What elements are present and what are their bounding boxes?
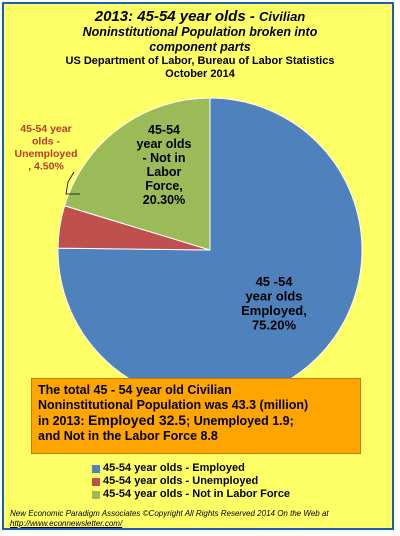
pie-chart: 45 -54 year olds Employed, 75.20%45-54 year… [14,97,363,403]
chart-header: 2013: 45-54 year olds - Civilian Noninst… [4,8,396,81]
data-label-line: - Not in [142,151,185,165]
summary-box: The total 45 - 54 year old Civilian Noni… [31,378,361,454]
data-label-line: 75.20% [252,318,297,333]
data-label-line: Unemployed [14,148,77,160]
footer-copyright: New Economic Paradigm Associates ©Copyri… [10,509,329,518]
pie-slice-45-54-year-olds-not-in-labor-force [63,97,211,251]
data-label-line: year olds [245,289,302,304]
chart-title: 2013: 45-54 year olds - Civilian [4,8,396,25]
data-label-line: 20.30% [143,193,185,207]
data-label-line: Employed, [241,303,307,318]
footer-url[interactable]: http://www.econnewsletter.com/ [10,519,123,528]
legend-swatch [92,490,100,499]
data-label: 45 -54 year olds Employed, 75.20% [241,274,307,333]
summary-line-3-employed: Employed 32.5 [88,412,187,428]
title-line-2: Noninstitutional Population broken into [82,25,318,39]
title-main-small: Civilian [259,9,306,24]
summary-line-2: Noninstitutional Population was 43.3 (mi… [38,398,309,412]
summary-line-3: in 2013: Employed 32.5; Unemployed 1.9; [38,413,354,429]
source-line: US Department of Labor, Bureau of Labor … [65,55,335,67]
data-label-line: olds - [32,136,61,148]
legend-label: 45-54 year olds - Not in Labor Force [103,488,291,500]
summary-line-4: and Not in the Labor Force 8.8 [38,429,218,443]
data-label-line: Labor [147,165,182,179]
title-line-3: component parts [149,40,251,54]
legend-item: 45-54 year olds - Employed [92,462,290,475]
data-label-line: 45-54 year [20,123,71,135]
legend-swatch [92,477,100,486]
legend: 45-54 year olds - Employed 45-54 year ol… [92,462,290,501]
summary-line-1: The total 45 - 54 year old Civilian [38,383,232,397]
data-label-line: 45 -54 [256,274,294,289]
data-label: 45-54 year olds - Not in Labor Force, 20.30% [137,123,192,207]
legend-swatch [92,464,100,473]
pie-slice-45-54-year-olds-employed [57,97,363,403]
title-main: 2013: 45-54 year olds - [94,8,259,25]
chart-frame: 2013: 45-54 year olds - Civilian Noninst… [2,2,394,530]
data-label-line: 45-54 [148,123,180,137]
legend-item: 45-54 year olds - Unemployed [92,475,290,488]
summary-line-3-prefix: in 2013: [38,414,89,428]
summary-line-3-suffix: ; Unemployed 1.9; [186,414,294,428]
date-line: October 2014 [165,68,235,80]
data-label-line: Force, [145,179,183,193]
legend-label: 45-54 year olds - Unemployed [103,475,259,487]
leader-line [65,171,80,195]
data-label: 45-54 year olds -Unemployed, 4.50% [14,123,77,173]
footer: New Economic Paradigm Associates ©Copyri… [10,509,329,529]
data-label-line: , 4.50% [28,161,64,173]
data-label-line: year olds [137,137,192,151]
legend-item: 45-54 year olds - Not in Labor Force [92,488,290,501]
legend-label: 45-54 year olds - Employed [103,462,245,474]
